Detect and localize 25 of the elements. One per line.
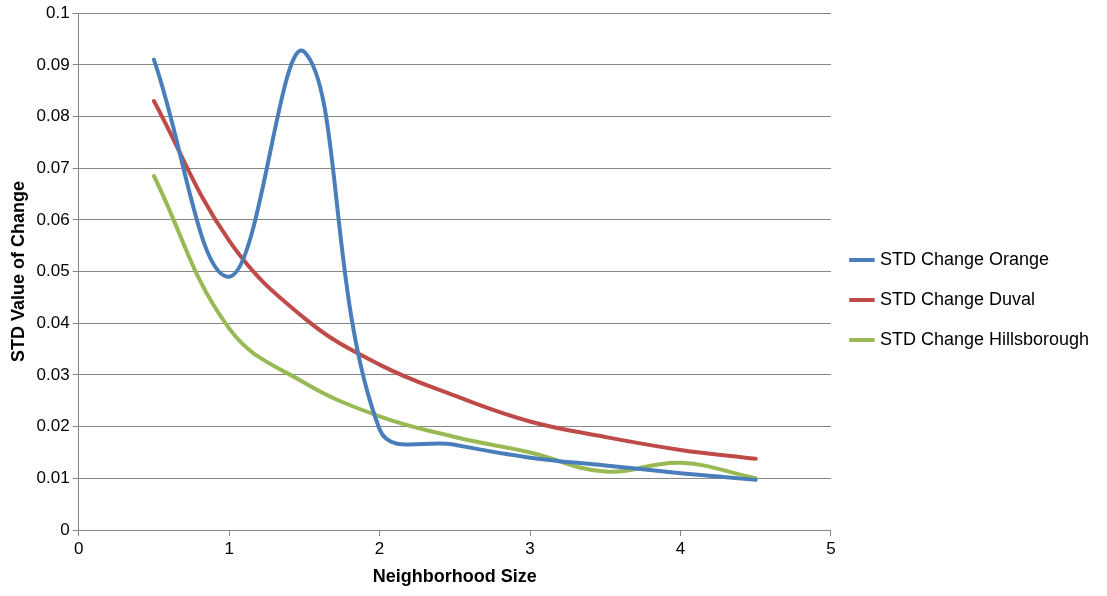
y-tick-label: 0.02: [36, 416, 70, 436]
x-tick-label: 3: [525, 538, 535, 558]
line-series: [151, 173, 758, 481]
x-tick-label: 5: [826, 538, 836, 558]
y-tick-label: 0.04: [36, 312, 70, 332]
legend-label: STD Change Orange: [879, 248, 1049, 269]
x-axis-title: Neighborhood Size: [372, 566, 537, 587]
y-tick-label: 0.03: [36, 364, 70, 384]
line-series: [151, 99, 758, 461]
y-tick-label: 0.05: [36, 261, 70, 281]
y-tick-label: 0.06: [36, 209, 70, 229]
y-tick-label: 0.01: [36, 468, 70, 488]
x-tick-label: 1: [224, 538, 234, 558]
legend-label: STD Change Hillsborough: [879, 328, 1089, 349]
legend-label: STD Change Duval: [879, 288, 1035, 309]
y-axis-title: STD Value of Change: [7, 181, 28, 363]
x-tick-label: 2: [374, 538, 385, 558]
x-tick-label: 4: [675, 538, 686, 558]
y-tick-label: 0.1: [46, 2, 70, 22]
y-tick-label: 0.08: [36, 106, 70, 126]
y-tick-label: 0.07: [36, 157, 70, 177]
y-tick-label: 0.09: [36, 54, 70, 74]
y-tick-label: 0: [60, 519, 70, 539]
line-series: [151, 49, 758, 482]
x-tick-label: 0: [73, 538, 84, 558]
